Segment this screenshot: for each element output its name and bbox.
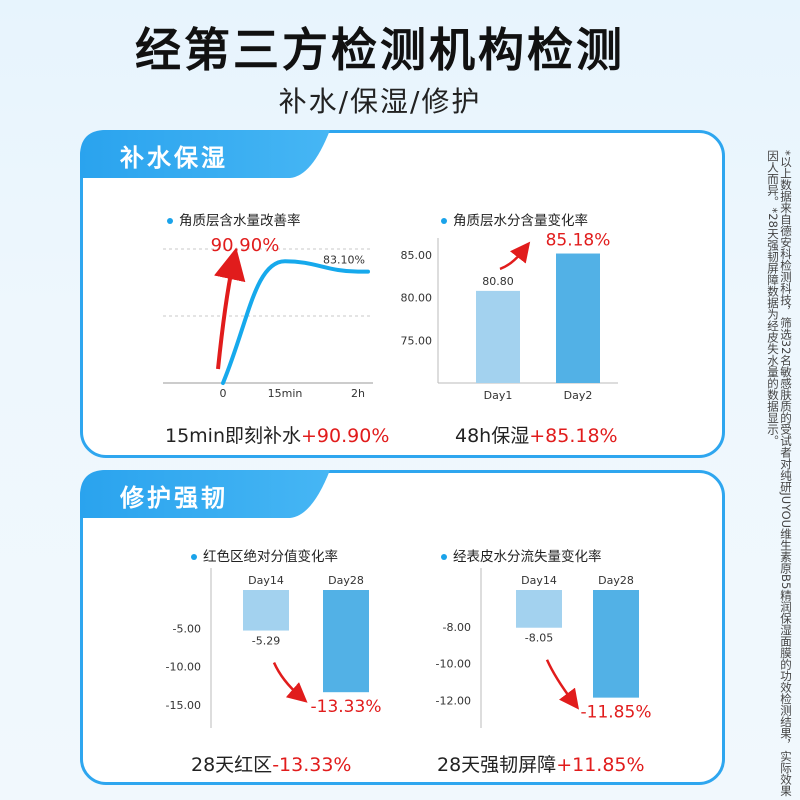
summary-line: 15min即刻补水+90.90% [165, 425, 390, 447]
data-label-highlight: 85.18% [546, 231, 611, 251]
y-tick-label: 80.00 [401, 292, 433, 305]
trend-arrow-icon [214, 247, 246, 370]
x-tick-label: 0 [220, 387, 227, 400]
summary-line: 28天红区-13.33% [191, 754, 352, 776]
series-line [221, 259, 370, 385]
x-tick-label: Day14 [248, 574, 284, 587]
tab-shape [80, 470, 330, 518]
repair-card: 修护强韧 红色区绝对分值变化率 -5.00 -10.00 -15.00 Day14 Da… [80, 470, 725, 785]
chart-title: 红色区绝对分值变化率 [191, 545, 338, 565]
chart-title: 角质层水分含量变化率 [441, 209, 588, 229]
bar [323, 590, 369, 693]
bullet-dot-icon [441, 218, 447, 224]
bar [593, 590, 639, 698]
y-tick-label: 85.00 [401, 249, 433, 262]
summary-line: 48h保湿+85.18% [455, 425, 618, 447]
data-label-peak: 90.90% [211, 235, 280, 256]
tab-label: 修护强韧 [120, 484, 228, 512]
y-tick-label: -12.00 [436, 694, 471, 707]
trend-arrow-icon [545, 659, 580, 710]
repair-tab: 修护强韧 [80, 470, 340, 520]
x-tick-label: Day2 [564, 389, 593, 402]
bullet-dot-icon [191, 554, 197, 560]
bar [476, 290, 520, 383]
data-label: -5.29 [252, 635, 280, 648]
y-tick-label: -5.00 [173, 622, 201, 635]
chart-title: 经表皮水分流失量变化率 [441, 545, 602, 565]
page-title: 经第三方检测机构检测 [135, 23, 625, 77]
y-tick-label: -8.00 [443, 621, 471, 634]
bar-chart-moisture: 85.00 80.00 75.00 Day1 Day2 80.80 85.18% [401, 231, 618, 402]
bar [516, 590, 562, 628]
bar-chart-tewl: -8.00 -10.00 -12.00 Day14 Day28 -8.05 -11.85% [436, 568, 652, 728]
data-label: 80.80 [482, 275, 514, 288]
data-label-highlight: -11.85% [581, 703, 652, 723]
chart-title: 角质层含水量改善率 [167, 209, 301, 229]
y-tick-label: -10.00 [436, 658, 471, 671]
data-label: -8.05 [525, 632, 553, 645]
hydration-card: 补水保湿 角质层含水量改善率 0 15min 2h 90.90% 83.10% 15mi… [80, 130, 725, 458]
page-subtitle: 补水/保湿/修护 [278, 85, 482, 118]
tab-shape [80, 130, 330, 178]
x-tick-label: Day14 [521, 574, 557, 587]
line-chart-hydration: 0 15min 2h 90.90% 83.10% [163, 235, 373, 400]
x-tick-label: 2h [351, 387, 365, 400]
trend-arrow-icon [272, 662, 308, 703]
bullet-dot-icon [167, 218, 173, 224]
y-tick-label: -10.00 [166, 661, 201, 674]
x-tick-label: Day28 [328, 574, 364, 587]
disclaimer-note: *以上数据来自德安科检测科技，筛选32名敏感肤质的受试者对纯研JUYOU维生素原… [766, 150, 793, 797]
hydration-tab: 补水保湿 [80, 130, 340, 180]
bar [243, 590, 289, 631]
trend-arrow-icon [499, 241, 531, 271]
data-label-highlight: -13.33% [311, 697, 382, 717]
x-tick-label: Day28 [598, 574, 634, 587]
bullet-dot-icon [441, 554, 447, 560]
bar-chart-redness: -5.00 -10.00 -15.00 Day14 Day28 -5.29 -13.33% [166, 568, 382, 728]
summary-line: 28天强韧屏障+11.85% [437, 754, 645, 776]
data-label-end: 83.10% [323, 254, 365, 267]
tab-label: 补水保湿 [120, 144, 228, 172]
x-tick-label: Day1 [484, 389, 513, 402]
x-tick-label: 15min [268, 387, 303, 400]
y-tick-label: 75.00 [401, 334, 433, 347]
y-tick-label: -15.00 [166, 699, 201, 712]
bar [556, 253, 600, 383]
